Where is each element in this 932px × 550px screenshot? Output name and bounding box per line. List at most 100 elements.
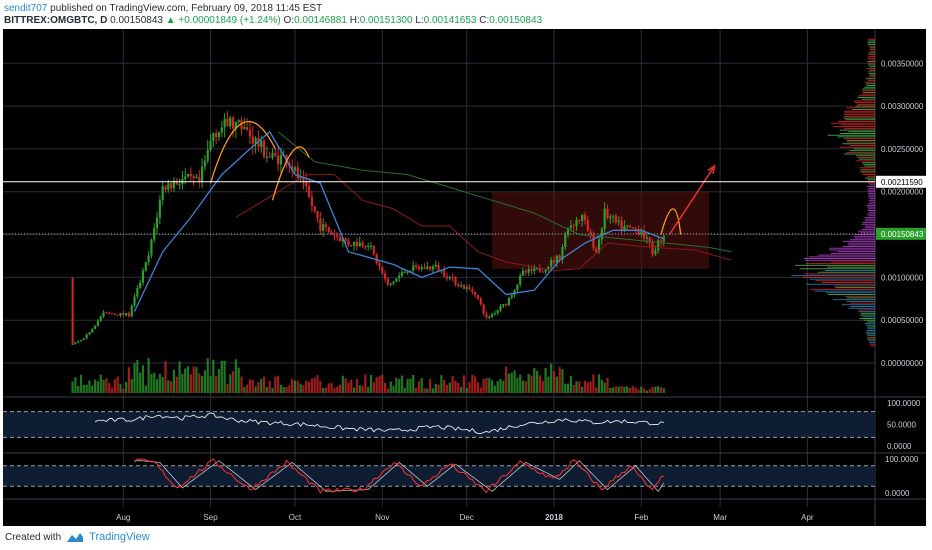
volume-bar (88, 380, 91, 393)
volume-bar (153, 372, 156, 393)
candle-body (344, 238, 347, 241)
chart-area[interactable]: 0.00350000 0.00300000 0.00250000 0.00200000… (3, 29, 926, 526)
volume-bar (369, 375, 373, 393)
candle-body (322, 224, 325, 231)
candle-body (612, 215, 615, 217)
candle-body (316, 211, 319, 219)
candle-body (592, 234, 595, 249)
candle-body (341, 238, 344, 242)
candle-body (476, 295, 480, 299)
candle-body (310, 196, 313, 207)
candle-body (277, 155, 280, 165)
price-tick-label: 0.00050000 (881, 316, 924, 325)
volume-bar (229, 374, 232, 393)
stoch-tick-label: 100.0000 (885, 455, 919, 464)
candle-body (124, 313, 128, 316)
volume-bar (248, 379, 252, 393)
volume-bar (347, 383, 350, 393)
volume-bar (538, 375, 542, 393)
volume-bar (330, 382, 333, 393)
candle-body (657, 240, 660, 251)
volume-bar (381, 374, 384, 393)
volume-bar (440, 375, 443, 393)
candle-body (502, 304, 505, 307)
volume-bar (231, 371, 235, 393)
candle-body (403, 272, 406, 274)
candle-body (400, 272, 404, 276)
candle-body (527, 268, 530, 273)
candle-body (575, 220, 578, 227)
volume-bar (623, 386, 626, 393)
volume-bar (274, 376, 277, 393)
candle-body (581, 214, 584, 221)
volume-bar (215, 375, 218, 393)
candle-body (626, 225, 629, 227)
candle-body (479, 298, 482, 305)
volume-bar (550, 363, 553, 393)
volume-bar (448, 382, 451, 393)
tradingview-brand-link[interactable]: TradingView (89, 531, 150, 543)
volume-bar (541, 380, 544, 393)
volume-bar (147, 358, 150, 393)
volume-bar (609, 387, 612, 393)
candle-body (372, 245, 375, 254)
candle-body (260, 140, 263, 148)
price-tick-label: 0.00350000 (881, 59, 924, 68)
volume-bar (237, 367, 240, 393)
candle-body (251, 136, 254, 144)
candle-body (541, 271, 544, 273)
level-price-badge (876, 175, 926, 188)
candle-body (392, 281, 395, 284)
volume-bar (79, 374, 83, 393)
candle-body (350, 244, 353, 246)
volume-bar (310, 378, 313, 393)
candle-body (203, 160, 207, 167)
volume-bar (217, 369, 221, 393)
volume-bar (158, 373, 161, 393)
candle-body (510, 295, 513, 298)
candle-body (141, 270, 145, 283)
volume-bar (631, 386, 634, 393)
candle-body (586, 220, 589, 232)
chart-svg[interactable]: 0.00350000 0.00300000 0.00250000 0.00200000… (3, 29, 926, 526)
rsi-band-fill (3, 411, 875, 438)
volume-bar (327, 383, 330, 393)
candle-body (226, 118, 229, 127)
rsi-tick-label: 100.0000 (887, 399, 921, 408)
volume-bar (260, 379, 263, 393)
volume-bar (324, 387, 328, 393)
candle-body (144, 262, 147, 271)
candle-body (237, 120, 240, 122)
projection-arrow-head (707, 164, 716, 175)
volume-bar (595, 387, 598, 393)
candle-body (375, 253, 378, 264)
candle-body (558, 255, 561, 260)
volume-bar (192, 366, 195, 393)
candle-body (307, 186, 311, 197)
volume-bar (130, 379, 133, 393)
volume-bar (606, 377, 609, 393)
volume-bar (386, 388, 390, 393)
candle-body (94, 325, 97, 329)
candle-body (383, 273, 387, 279)
candle-body (240, 120, 243, 130)
volume-bar (338, 384, 342, 393)
volume-bar (437, 384, 440, 393)
candle-body (248, 129, 252, 137)
candle-body (637, 229, 640, 235)
volume-bar (277, 375, 280, 393)
candle-body (538, 267, 542, 272)
volume-bar (96, 381, 100, 393)
candle-body (172, 180, 176, 189)
candle-body (293, 167, 297, 171)
volume-bar (184, 368, 187, 393)
volume-bar (77, 386, 80, 393)
candle-body (409, 270, 412, 272)
volume-bar (586, 382, 589, 393)
author-link[interactable]: sendit707 (4, 3, 48, 14)
volume-bar (617, 386, 620, 393)
candle-body (105, 312, 108, 314)
high-value: 0.00151300 (359, 15, 413, 26)
volume-bar (195, 367, 198, 393)
rsi-tick-label: 0.0000 (887, 442, 912, 451)
